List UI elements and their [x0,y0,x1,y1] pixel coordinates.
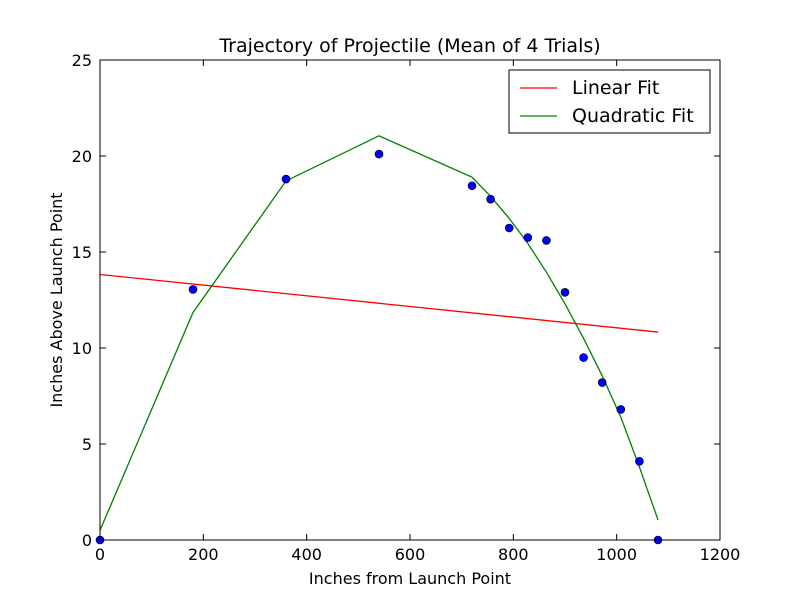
x-tick-label: 1200 [700,545,741,564]
data-point [188,285,198,294]
x-tick-label: 1000 [596,545,637,564]
x-tick-label: 200 [188,545,219,564]
data-point [467,181,477,191]
y-axis-label: Inches Above Launch Point [47,192,66,407]
y-tick-label: 20 [72,147,92,166]
y-tick-label: 5 [82,435,92,454]
legend-label-linear-fit: Linear Fit [572,77,659,99]
data-point [597,378,607,387]
y-tick-label: 25 [72,51,92,70]
legend-label-quadratic-fit: Quadratic Fit [572,105,694,127]
x-tick-label: 400 [291,545,322,564]
data-point [281,174,291,184]
data-point [579,353,588,362]
legend: Linear Fit Quadratic Fit [508,69,711,134]
x-tick-label: 600 [395,545,426,564]
data-point [523,233,533,242]
data-point [542,236,551,245]
x-axis-label: Inches from Launch Point [309,569,511,588]
series-line-linear-fit [99,273,659,333]
x-tick-label: 0 [95,545,105,564]
chart-title: Trajectory of Projectile (Mean of 4 Tria… [218,35,600,57]
series-line-quadratic-fit [99,135,659,531]
data-point [616,405,626,414]
data-point [486,194,495,204]
data-point [374,149,384,159]
data-point [635,456,644,466]
data-point [560,288,570,297]
y-tick-label: 10 [72,339,92,358]
data-point [504,223,514,233]
y-tick-label: 0 [82,531,92,550]
legend-box [508,69,711,134]
ticks-layer: 0 200 400 600 800 1000 1200 0 5 10 15 20 25 [72,51,741,564]
series-layer [99,135,659,531]
x-tick-label: 800 [498,545,529,564]
y-tick-label: 15 [72,243,92,262]
